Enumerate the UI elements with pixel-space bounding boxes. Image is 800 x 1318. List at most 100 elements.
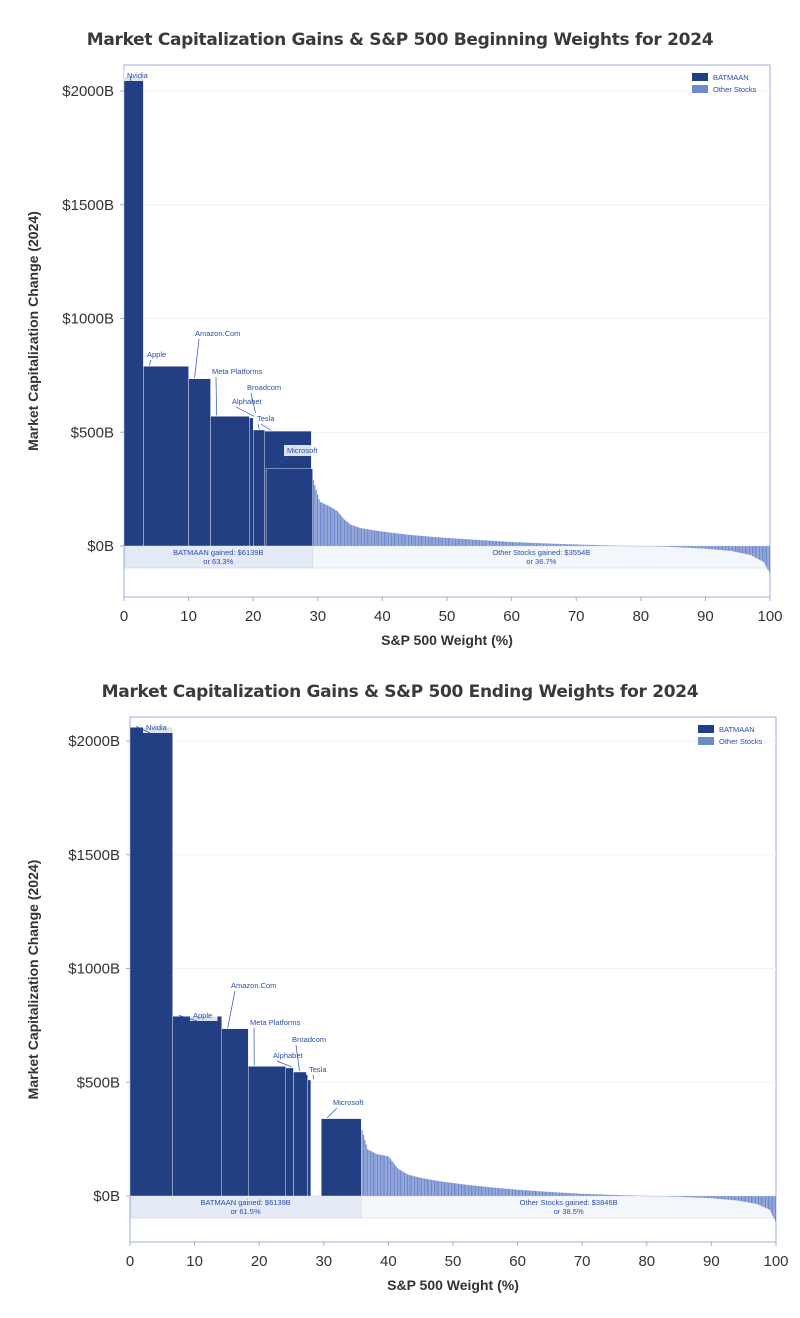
other-stock-bar: [331, 507, 333, 547]
annotation-leader: [129, 76, 132, 82]
other-stock-bar: [511, 1189, 514, 1197]
annotation-label: Alphabet: [273, 1051, 304, 1060]
other-stock-bar: [682, 1195, 684, 1198]
annotation-label: Amazon.Com: [231, 981, 276, 990]
other-stock-bar: [513, 1189, 515, 1197]
other-stock-bar: [571, 1193, 574, 1197]
other-stock-bar: [768, 545, 771, 573]
other-stock-bar: [472, 1185, 474, 1197]
other-stock-bar: [538, 1191, 541, 1197]
other-stock-bar: [436, 1180, 439, 1197]
other-stock-bar: [676, 545, 678, 548]
annotation-bg: [190, 1010, 218, 1021]
x-tick-label: 80: [638, 1253, 655, 1270]
other-stock-bar: [710, 545, 713, 550]
other-stock-bar: [505, 541, 508, 547]
other-stock-bar: [460, 538, 462, 547]
other-stock-bar: [359, 527, 362, 547]
other-stock-bar: [584, 544, 586, 547]
other-stock-bar: [667, 545, 670, 548]
other-stock-bar: [682, 545, 684, 548]
other-stock-bar: [537, 542, 539, 547]
other-stock-bar: [484, 540, 487, 547]
other-stock-bar: [615, 545, 617, 547]
other-stock-bar: [564, 1192, 566, 1197]
other-stock-bar: [763, 545, 765, 563]
other-stock-bar: [736, 1195, 738, 1201]
other-stock-bar: [470, 539, 472, 547]
other-stock-bar: [500, 1188, 503, 1197]
other-stock-bar: [510, 1188, 512, 1197]
other-stock-bar: [399, 1169, 402, 1197]
other-stock-bar: [450, 538, 452, 547]
batmaan-summary-line1: BATMAAN gained: $6139B: [173, 548, 263, 557]
other-stock-bar: [676, 1195, 679, 1197]
other-stock-bar: [628, 545, 630, 547]
other-stock-bar: [441, 537, 444, 547]
other-stock-bar: [375, 1153, 377, 1197]
other-stock-bar: [741, 545, 744, 554]
other-stock-bar: [638, 1195, 640, 1197]
chart-title: Market Capitalization Gains & S&P 500 En…: [101, 682, 699, 702]
other-stock-bar: [587, 1193, 589, 1197]
annotation-leader: [149, 359, 152, 366]
other-stock-bar: [353, 525, 356, 547]
other-stock-bar: [644, 1195, 646, 1197]
other-stock-bar: [406, 534, 408, 547]
annotation-label: Tesla: [309, 1065, 327, 1074]
annotation-bg: [229, 396, 270, 407]
annotation-leader: [235, 406, 256, 418]
other-stock-bar: [754, 545, 757, 558]
other-stock-bar: [490, 540, 492, 547]
other-stock-bar: [684, 545, 687, 548]
other-stock-bar: [695, 1195, 697, 1198]
other-stock-bar: [333, 509, 336, 547]
annotation-label: Apple: [147, 350, 166, 359]
other-stock-bar: [491, 540, 494, 547]
batmaan-bar-nvidia: [123, 77, 144, 547]
other-stock-bar: [598, 544, 600, 547]
other-stock-bar: [453, 1183, 456, 1197]
batmaan-bar-microsoft: [265, 468, 313, 547]
other-stock-bar: [372, 530, 374, 547]
other-stock-bar: [476, 1185, 478, 1197]
annotation-label: Alphabet: [232, 397, 263, 406]
legend-swatch: [698, 737, 714, 745]
other-stock-bar: [687, 545, 690, 548]
other-stock-bar: [379, 531, 381, 547]
x-axis-label: S&P 500 Weight (%): [387, 1277, 519, 1293]
other-stock-bar: [399, 533, 401, 547]
other-stock-bar: [680, 1195, 683, 1198]
other-stock-bar: [578, 544, 580, 547]
other-stock-bar: [673, 1195, 676, 1197]
other-stock-bar: [756, 1195, 758, 1205]
other-stock-bar: [739, 1195, 741, 1202]
other-stock-bar: [720, 1195, 723, 1200]
other-stock-bar: [730, 1195, 733, 1201]
other-stock-bar: [512, 541, 515, 547]
annotation-bg: [254, 413, 282, 424]
other-stock-bar: [315, 489, 317, 547]
other-stock-bar: [502, 541, 505, 547]
other-stock-bar: [508, 541, 511, 547]
annotation-bg: [306, 1064, 334, 1075]
other-stock-bar: [757, 1195, 760, 1205]
x-tick-label: 70: [574, 1253, 591, 1270]
other-stock-bar: [343, 519, 346, 547]
other-stock-bar: [471, 539, 474, 547]
other-stock-bar: [420, 1177, 423, 1197]
other-stock-bar: [541, 1191, 544, 1197]
other-stock-bar: [615, 1194, 618, 1197]
other-stock-bar: [617, 1194, 619, 1197]
other-stock-bar: [394, 533, 397, 547]
other-stock-bar: [458, 538, 461, 547]
chart-title: Market Capitalization Gains & S&P 500 Be…: [86, 30, 714, 50]
other-stock-bar: [365, 528, 367, 547]
other-stock-bar: [716, 1195, 719, 1199]
other-stock-bar: [709, 1195, 711, 1199]
other-stock-bar: [588, 1193, 591, 1197]
other-stock-bar: [596, 544, 599, 547]
other-stock-bar: [521, 1189, 524, 1197]
other-stock-bar: [547, 543, 549, 547]
other-stock-bar: [611, 1194, 613, 1197]
